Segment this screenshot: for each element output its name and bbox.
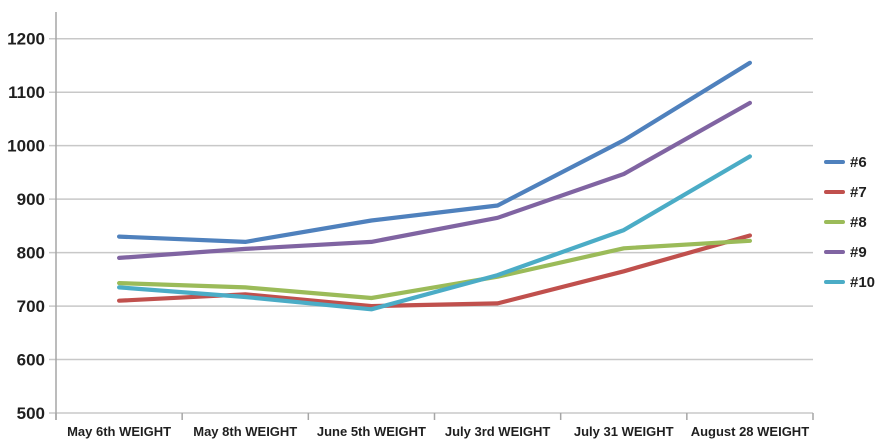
legend-label: #6 xyxy=(850,153,867,171)
legend-label: #10 xyxy=(850,273,876,291)
series-line-num10 xyxy=(116,154,753,312)
x-axis-category-label: July 31 WEIGHT xyxy=(574,424,674,439)
legend-swatch-icon xyxy=(824,250,845,254)
legend-label: #7 xyxy=(850,183,867,201)
legend-label: #8 xyxy=(850,213,867,231)
y-axis-tick-label: 700 xyxy=(17,297,45,316)
x-axis-category-label: July 3rd WEIGHT xyxy=(445,424,551,439)
legend-swatch-icon xyxy=(824,160,845,164)
x-axis-category-label: May 8th WEIGHT xyxy=(193,424,297,439)
y-axis-tick-label: 600 xyxy=(17,351,45,370)
legend-swatch-icon xyxy=(824,190,845,194)
x-axis-category-label: May 6th WEIGHT xyxy=(67,424,171,439)
legend-item-num8: #8 xyxy=(824,207,875,237)
y-axis-tick-label: 800 xyxy=(17,244,45,263)
legend-label: #9 xyxy=(850,243,867,261)
legend-item-num10: #10 xyxy=(824,267,875,297)
legend-swatch-icon xyxy=(824,220,845,224)
series-line-num6 xyxy=(116,60,753,244)
y-axis-tick-label: 1200 xyxy=(7,30,45,49)
series-line-num8 xyxy=(116,238,753,301)
y-axis-tick-label: 500 xyxy=(17,404,45,423)
legend-swatch-icon xyxy=(824,280,845,284)
x-axis-category-label: August 28 WEIGHT xyxy=(691,424,810,439)
legend-item-num9: #9 xyxy=(824,237,875,267)
x-axis-category-label: June 5th WEIGHT xyxy=(317,424,426,439)
y-axis-tick-label: 900 xyxy=(17,190,45,209)
y-axis-tick-label: 1100 xyxy=(8,83,45,102)
y-axis-tick-label: 1000 xyxy=(7,137,45,156)
legend-item-num6: #6 xyxy=(824,147,875,177)
legend: #6 #7 #8 #9 #10 xyxy=(824,147,875,297)
legend-item-num7: #7 xyxy=(824,177,875,207)
series-line-num9 xyxy=(116,100,753,260)
